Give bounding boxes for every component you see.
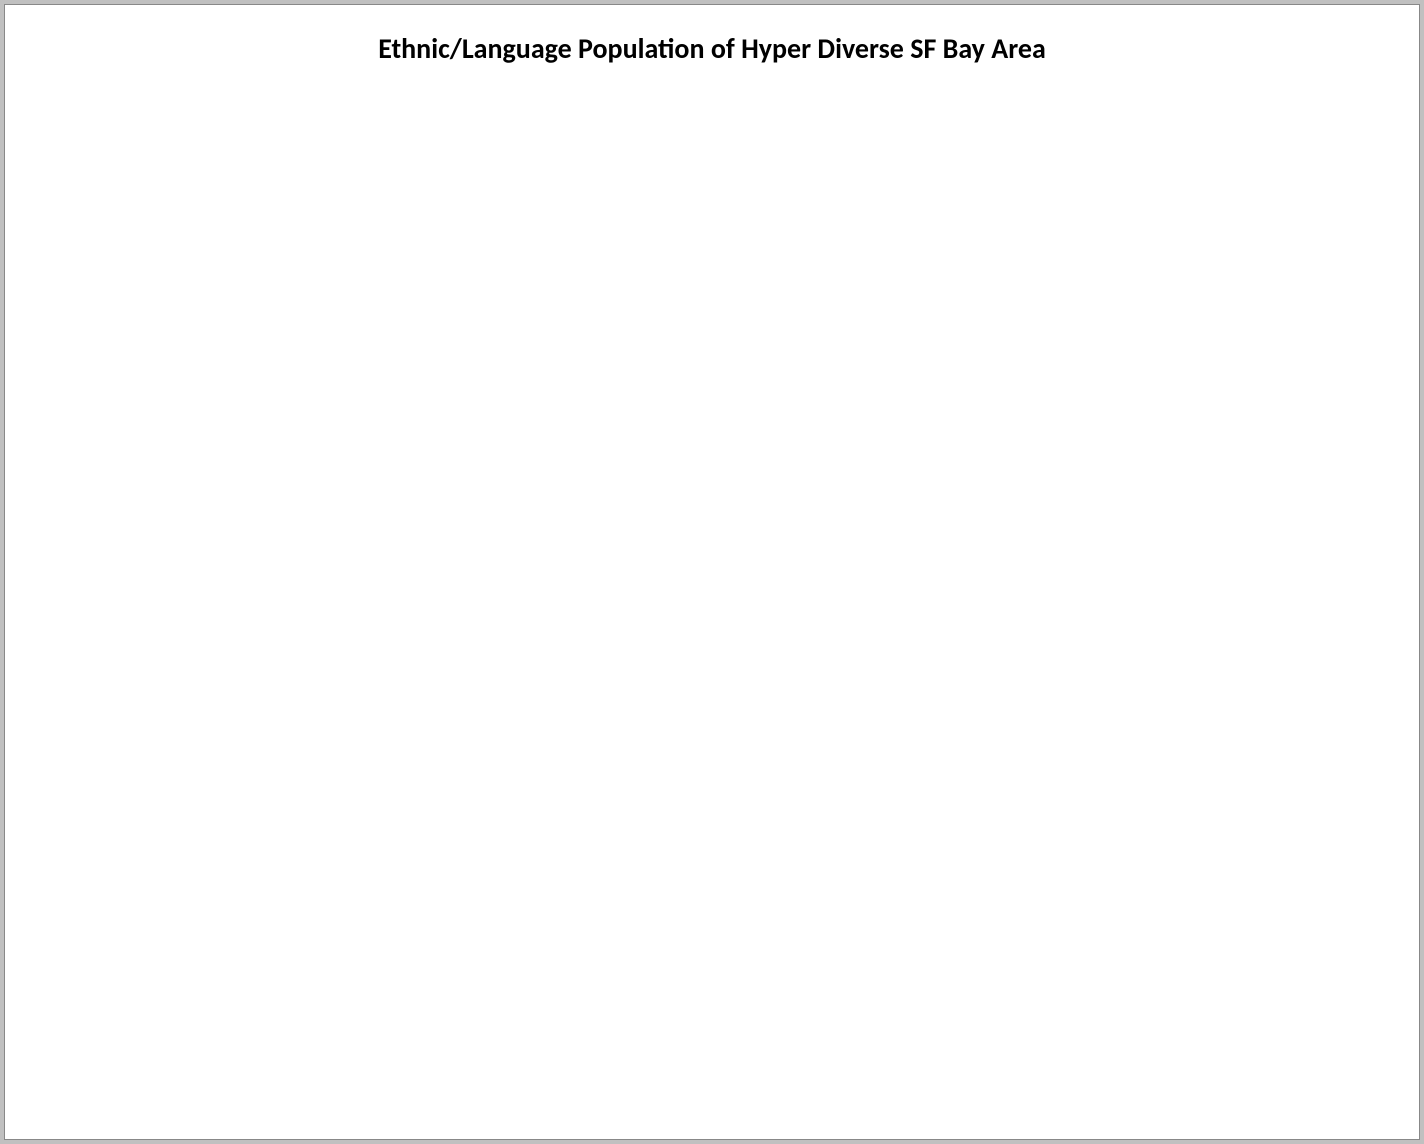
pie-chart — [5, 5, 1420, 1140]
chart-frame: Ethnic/Language Population of Hyper Dive… — [4, 4, 1420, 1140]
